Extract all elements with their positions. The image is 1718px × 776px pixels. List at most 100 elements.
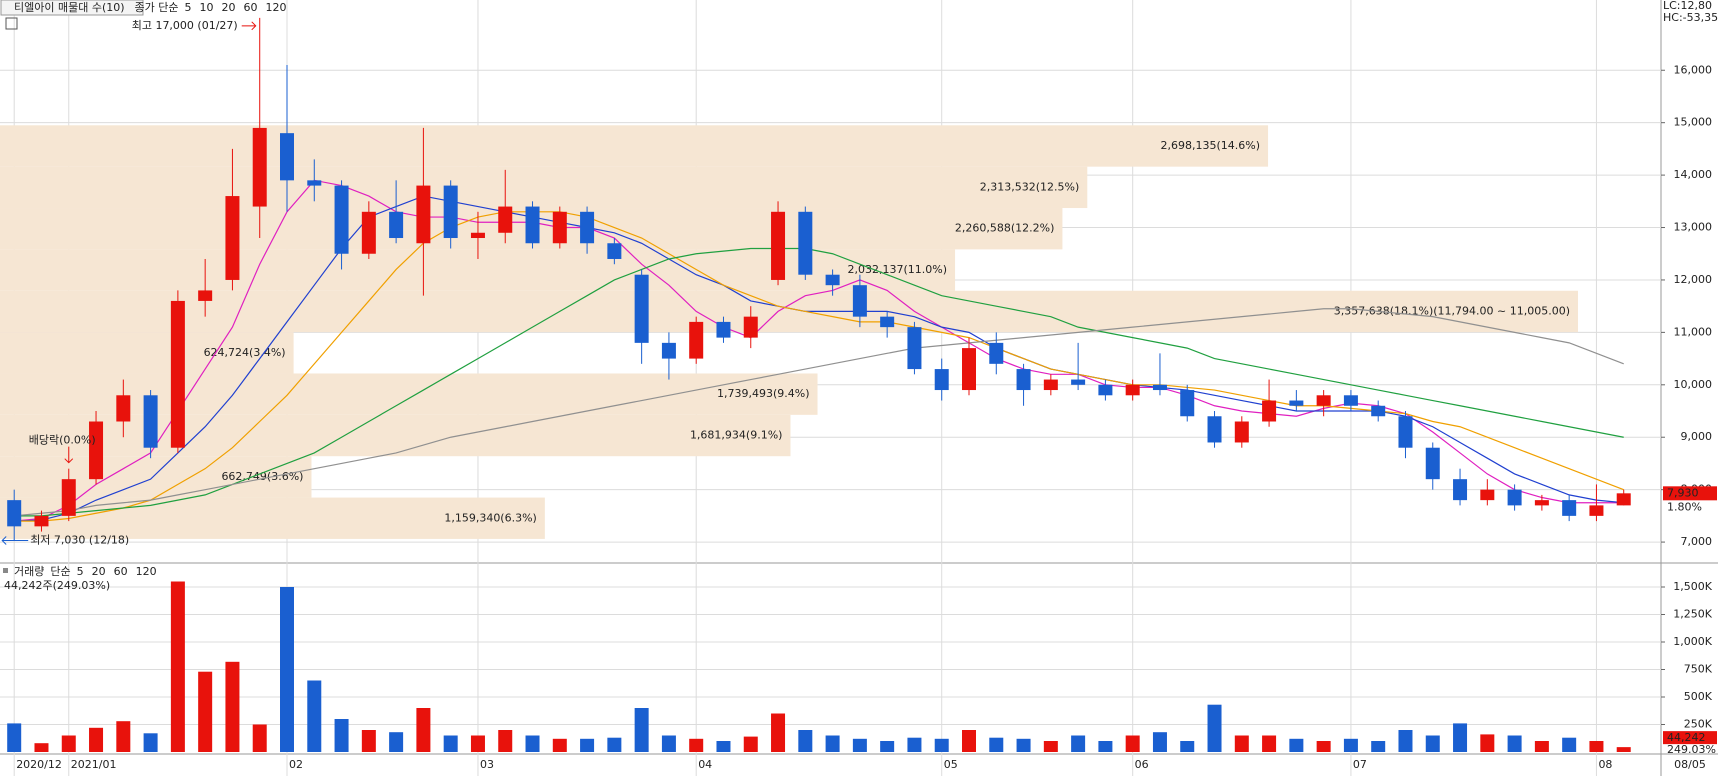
candle-body [1016, 369, 1031, 391]
moving-average-line [14, 211, 1624, 522]
candle-body [1371, 405, 1386, 417]
x-tick-label: 08 [1598, 758, 1612, 771]
candle-body [1398, 416, 1413, 448]
x-tick-label: 02 [289, 758, 303, 771]
legend-item: 120 [266, 1, 287, 14]
grid-icon [5, 17, 18, 30]
candle-body [907, 327, 922, 370]
volume-bar [934, 738, 949, 752]
candle-body [198, 290, 213, 301]
volume-bar [307, 680, 322, 752]
volume-bar [1425, 735, 1440, 752]
candle-body [1534, 500, 1549, 506]
moving-average-line [14, 308, 1624, 517]
volume-bar [252, 724, 267, 752]
candle-body [525, 206, 540, 244]
volume-bar [552, 738, 567, 752]
volume-profile-label: 2,313,532(12.5%) [980, 180, 1080, 193]
volume-subtitle: 44,242주(249.03%) [4, 579, 110, 592]
change-label: 1.80% [1667, 500, 1702, 513]
candle-body [1562, 500, 1577, 516]
x-tick-label: 04 [698, 758, 712, 771]
x-tick-label: 05 [944, 758, 958, 771]
candle-body [1507, 489, 1522, 506]
volume-bar [1262, 735, 1277, 752]
last-price-label: 7,930 [1667, 486, 1699, 499]
candle-body [607, 243, 622, 259]
volume-bar [280, 587, 294, 752]
last-volume-label: 44,242 [1667, 731, 1706, 744]
volume-bar [1316, 741, 1331, 752]
y-tick-label: 1,500K [1673, 580, 1712, 593]
annotation: 최저 7,030 (12/18) [30, 534, 129, 547]
volume-bar [1534, 741, 1549, 752]
volume-bar [1616, 747, 1631, 752]
volume-profile-bar [0, 290, 1578, 333]
volume-bar [1125, 735, 1140, 752]
volume-bar [361, 730, 376, 752]
volume-bar [580, 738, 595, 752]
moving-average-line [14, 247, 1624, 517]
volume-bar [34, 743, 49, 752]
candle-body [443, 185, 458, 239]
candle-body [1043, 379, 1058, 391]
candle-body [1589, 505, 1604, 516]
x-tick-label: 2020/12 [16, 758, 62, 771]
volume-bar [198, 671, 213, 752]
volume-bar [498, 730, 513, 752]
y-tick-label: 11,000 [1674, 325, 1713, 338]
candle-body [1125, 384, 1140, 396]
volume-bar [607, 737, 622, 752]
annotation: 배당락(0.0%) [29, 434, 96, 447]
volume-bar [116, 721, 131, 752]
volume-bar [771, 713, 786, 752]
candle-body [771, 211, 786, 280]
candle-body [661, 342, 676, 359]
volume-profile-label: 662,749(3.6%) [221, 470, 303, 483]
volume-bar [1016, 738, 1031, 752]
volume-bar [525, 735, 540, 752]
volume-profile-label: 2,032,137(11.0%) [848, 263, 948, 276]
candle-body [280, 133, 294, 181]
last-volume-box [1663, 731, 1717, 745]
volume-bar [1234, 735, 1249, 752]
volume-profile-bar [0, 166, 1088, 209]
candle-body [170, 300, 185, 448]
candle-body [1098, 384, 1113, 396]
volume-profile-bar [0, 125, 1269, 167]
candle-body [225, 196, 240, 280]
corner-label: HC:-53,35 [1663, 11, 1718, 24]
candle-body [1453, 479, 1468, 501]
volume-bar [1098, 741, 1113, 752]
candle-body [634, 274, 649, 343]
legend-item: 5 [185, 1, 192, 14]
y-tick-label: 14,000 [1674, 168, 1713, 181]
volume-bar [416, 708, 431, 752]
candle-body [852, 285, 867, 317]
volume-bar [907, 737, 922, 752]
annotation: 최고 17,000 (01/27) [132, 19, 238, 32]
candle-body [389, 211, 404, 239]
volume-bar [1480, 734, 1495, 752]
candle-body [1152, 384, 1167, 391]
candle-body [498, 206, 513, 233]
volume-bar [1043, 741, 1058, 752]
volume-profile-bar [0, 373, 818, 415]
candle-body [416, 185, 431, 244]
volume-bar [1071, 735, 1086, 752]
legend-square [3, 568, 8, 573]
candle-body [1234, 421, 1249, 443]
candle-body [1289, 400, 1304, 406]
volume-bar [1589, 741, 1604, 752]
candle-body [689, 321, 704, 359]
last-price-box [1663, 486, 1717, 501]
volume-bar [1371, 741, 1386, 752]
volume-bar [798, 730, 813, 752]
volume-bar [389, 732, 404, 752]
legend-item: 20 [222, 1, 236, 14]
y-tick-label: 500K [1684, 690, 1713, 703]
volume-bar [1207, 704, 1222, 752]
y-tick-label: 1,250K [1673, 608, 1712, 621]
legend-item: 20 [92, 565, 106, 578]
